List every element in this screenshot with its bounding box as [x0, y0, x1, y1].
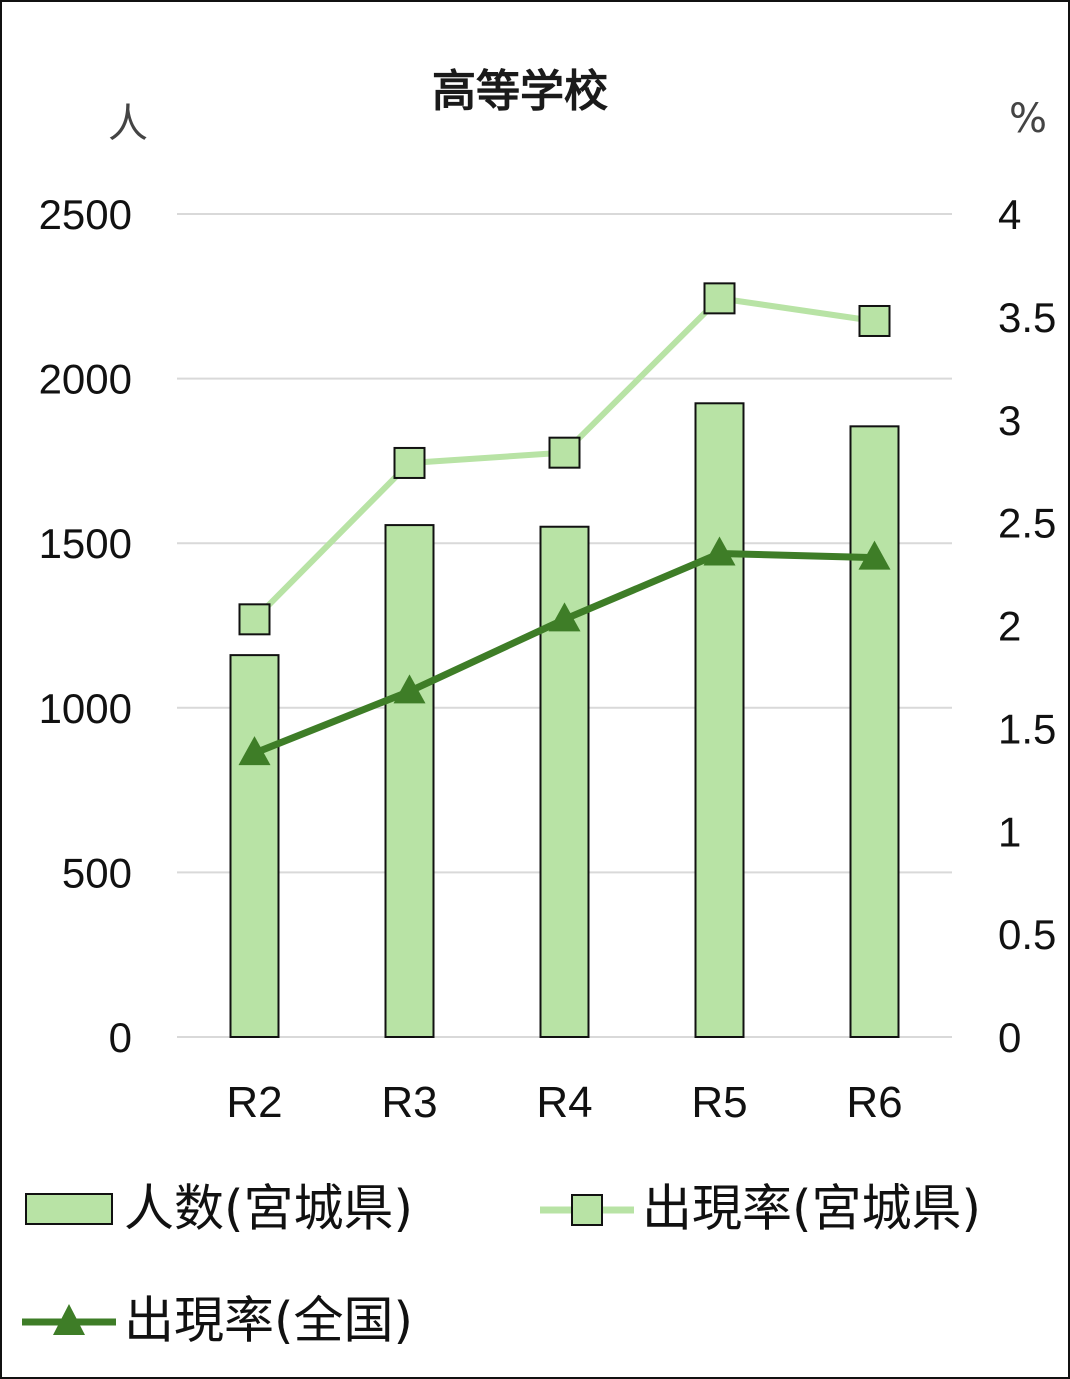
left-tick-label: 1000 [39, 685, 132, 732]
legend-bar-swatch [25, 1193, 113, 1225]
chart-title: 高等学校 [432, 66, 608, 117]
triangle-marker [548, 602, 581, 632]
legend-label-bar: 人数(宮城県) [124, 1180, 413, 1238]
right-tick-label: 0 [998, 1014, 1021, 1061]
x-tick-label: R4 [536, 1078, 592, 1127]
left-tick-label: 2500 [39, 191, 132, 238]
triangle-marker [393, 674, 426, 704]
left-tick-label: 2000 [39, 356, 132, 403]
x-tick-label: R2 [226, 1078, 282, 1127]
right-tick-label: 2.5 [998, 500, 1056, 547]
triangle-marker [703, 536, 736, 566]
triangle-marker [238, 736, 271, 766]
legend-label-square: 出現率(宮城県) [642, 1180, 981, 1238]
legend-triangle-marker [53, 1304, 85, 1335]
legend-label-triangle: 出現率(全国) [124, 1292, 413, 1350]
right-tick-label: 0.5 [998, 911, 1056, 958]
x-tick-label: R5 [691, 1078, 747, 1127]
bar-series [229, 402, 900, 1039]
bar [849, 425, 900, 1039]
x-tick-label: R3 [381, 1078, 437, 1127]
left-axis-unit: 人 [108, 101, 148, 147]
square-marker [858, 304, 891, 337]
right-tick-label: 3 [998, 397, 1021, 444]
legend: 人数(宮城県) 出現率(宮城県) 出現率(全国) [22, 1180, 981, 1350]
triangle-marker [858, 540, 891, 570]
square-marker [548, 436, 581, 469]
left-tick-label: 500 [62, 849, 132, 896]
right-tick-label: 3.5 [998, 294, 1056, 341]
right-tick-label: 1 [998, 808, 1021, 855]
left-tick-label: 0 [109, 1014, 132, 1061]
x-tick-label: R6 [846, 1078, 902, 1127]
square-marker [238, 603, 271, 636]
right-tick-label: 2 [998, 603, 1021, 650]
square-marker [703, 282, 736, 315]
right-axis-unit: % [1009, 96, 1047, 142]
axis-labels: 0 500 1000 1500 2000 2500 0 0.5 1 1.5 2 2.5 3 3.5 4 R2 R… [39, 191, 1057, 1127]
square-marker [393, 446, 426, 479]
right-tick-label: 4 [998, 191, 1021, 238]
bar [229, 654, 280, 1038]
bar [694, 402, 745, 1039]
bar [384, 524, 435, 1038]
left-tick-label: 1500 [39, 520, 132, 567]
line-series [238, 282, 891, 766]
right-tick-label: 1.5 [998, 705, 1056, 752]
legend-square-marker [571, 1194, 603, 1226]
